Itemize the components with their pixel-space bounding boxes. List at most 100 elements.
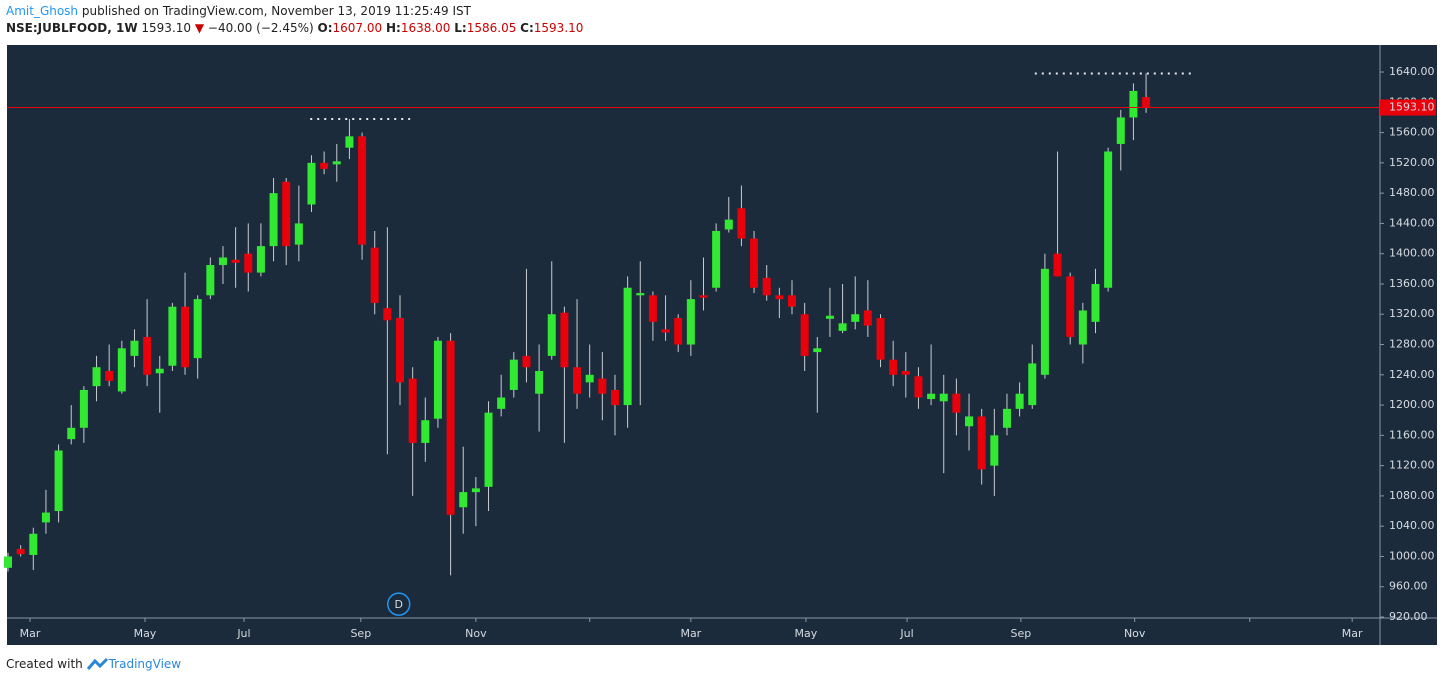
candle-body [788, 295, 797, 307]
y-tick-label: 1120.00 [1389, 459, 1435, 472]
candle-body [345, 136, 354, 148]
candle-body [383, 308, 392, 321]
candle-body [1002, 408, 1011, 428]
header: Amit_Ghosh published on TradingView.com,… [6, 3, 583, 37]
candle-body [1091, 283, 1100, 322]
candle-body [977, 416, 986, 470]
last-price-label: 1593.10 [1389, 101, 1435, 114]
candle-body [396, 318, 405, 383]
candle-body [497, 397, 506, 409]
candle-body [168, 306, 177, 366]
candle-body [547, 314, 556, 356]
candle-body [446, 340, 455, 515]
author[interactable]: Amit_Ghosh [6, 4, 79, 18]
candle-body [370, 247, 379, 303]
h-label: H: [385, 21, 401, 35]
candle-body [320, 162, 329, 169]
candle-body [117, 348, 126, 392]
candle-body [1053, 253, 1062, 277]
x-tick-label: Nov [465, 627, 487, 640]
candle-body [990, 435, 999, 466]
arrow: ▼ [194, 21, 205, 35]
candle-body [16, 548, 25, 555]
candle-body [661, 329, 670, 333]
candle-body [509, 359, 518, 390]
candle-body [535, 371, 544, 394]
candle-body [130, 340, 139, 356]
brand[interactable]: TradingView [108, 657, 182, 671]
y-tick-label: 1560.00 [1389, 126, 1435, 139]
candle-body [522, 355, 531, 368]
y-tick-label: 1440.00 [1389, 216, 1435, 229]
y-tick-label: 920.00 [1389, 610, 1428, 623]
candle-body [876, 318, 885, 360]
published: published on TradingView.com, November 1… [81, 4, 471, 18]
y-tick-label: 1480.00 [1389, 186, 1435, 199]
candle-body [294, 223, 303, 245]
candle-body [41, 512, 50, 523]
candle-body [914, 376, 923, 398]
last-price-tag [1380, 99, 1436, 116]
candle-body [762, 277, 771, 296]
y-tick-label: 1400.00 [1389, 247, 1435, 260]
candle-body [1078, 310, 1087, 345]
candle-body [573, 367, 582, 394]
x-tick-label: Sep [350, 627, 371, 640]
x-tick-label: Sep [1011, 627, 1032, 640]
candle-body [206, 265, 215, 296]
candle-body [598, 378, 607, 394]
y-tick-label: 1080.00 [1389, 489, 1435, 502]
candle-body [105, 371, 114, 381]
candle-body [585, 374, 594, 383]
logo [86, 657, 108, 670]
candle-body [193, 299, 202, 359]
candle-body [67, 427, 76, 440]
x-tick-label: Mar [680, 627, 701, 640]
y-tick-label: 1240.00 [1389, 368, 1435, 381]
candle-body [610, 389, 619, 406]
candle-body [218, 257, 227, 266]
candle-body [636, 293, 645, 296]
y-tick-label: 1280.00 [1389, 338, 1435, 351]
publish-line: Amit_Ghosh published on TradingView.com,… [6, 3, 583, 20]
candle-body [965, 416, 974, 427]
candle-body [332, 161, 341, 165]
candle-body [408, 378, 417, 443]
candle-body [1040, 268, 1049, 375]
marker-circle [386, 592, 411, 616]
x-tick-label: Jul [899, 627, 913, 640]
o-label: O: [317, 21, 333, 35]
y-tick-label: 1360.00 [1389, 277, 1435, 290]
candle-body [851, 314, 860, 322]
candle-body [901, 371, 910, 375]
l-label: L: [454, 21, 467, 35]
candle-body [256, 246, 265, 273]
candle-body [889, 359, 898, 375]
candle-body [674, 318, 683, 345]
candle-body [1129, 90, 1138, 118]
y-tick-label: 1640.00 [1389, 65, 1435, 78]
chart-bg [7, 45, 1437, 645]
l: 1586.05 [466, 21, 517, 35]
o: 1607.00 [332, 21, 383, 35]
candle-body [838, 323, 847, 331]
x-tick-label: May [795, 627, 818, 640]
candle-body [181, 306, 190, 368]
candle-body [699, 295, 708, 298]
footer: Created with TradingView [6, 657, 181, 671]
last: 1593.10 [141, 21, 192, 35]
marker-label: D [395, 598, 403, 611]
candle-body [927, 393, 936, 400]
x-tick-label: May [134, 627, 157, 640]
candle-body [1142, 97, 1151, 108]
candle-body [484, 412, 493, 487]
candle-body [143, 336, 152, 375]
candle-body [1028, 363, 1037, 406]
candle-body [1015, 393, 1024, 409]
candle-body [712, 230, 721, 288]
candle-body [244, 253, 253, 273]
candle-body [1104, 151, 1113, 288]
candle-body [231, 259, 240, 263]
candle-body [686, 299, 695, 345]
